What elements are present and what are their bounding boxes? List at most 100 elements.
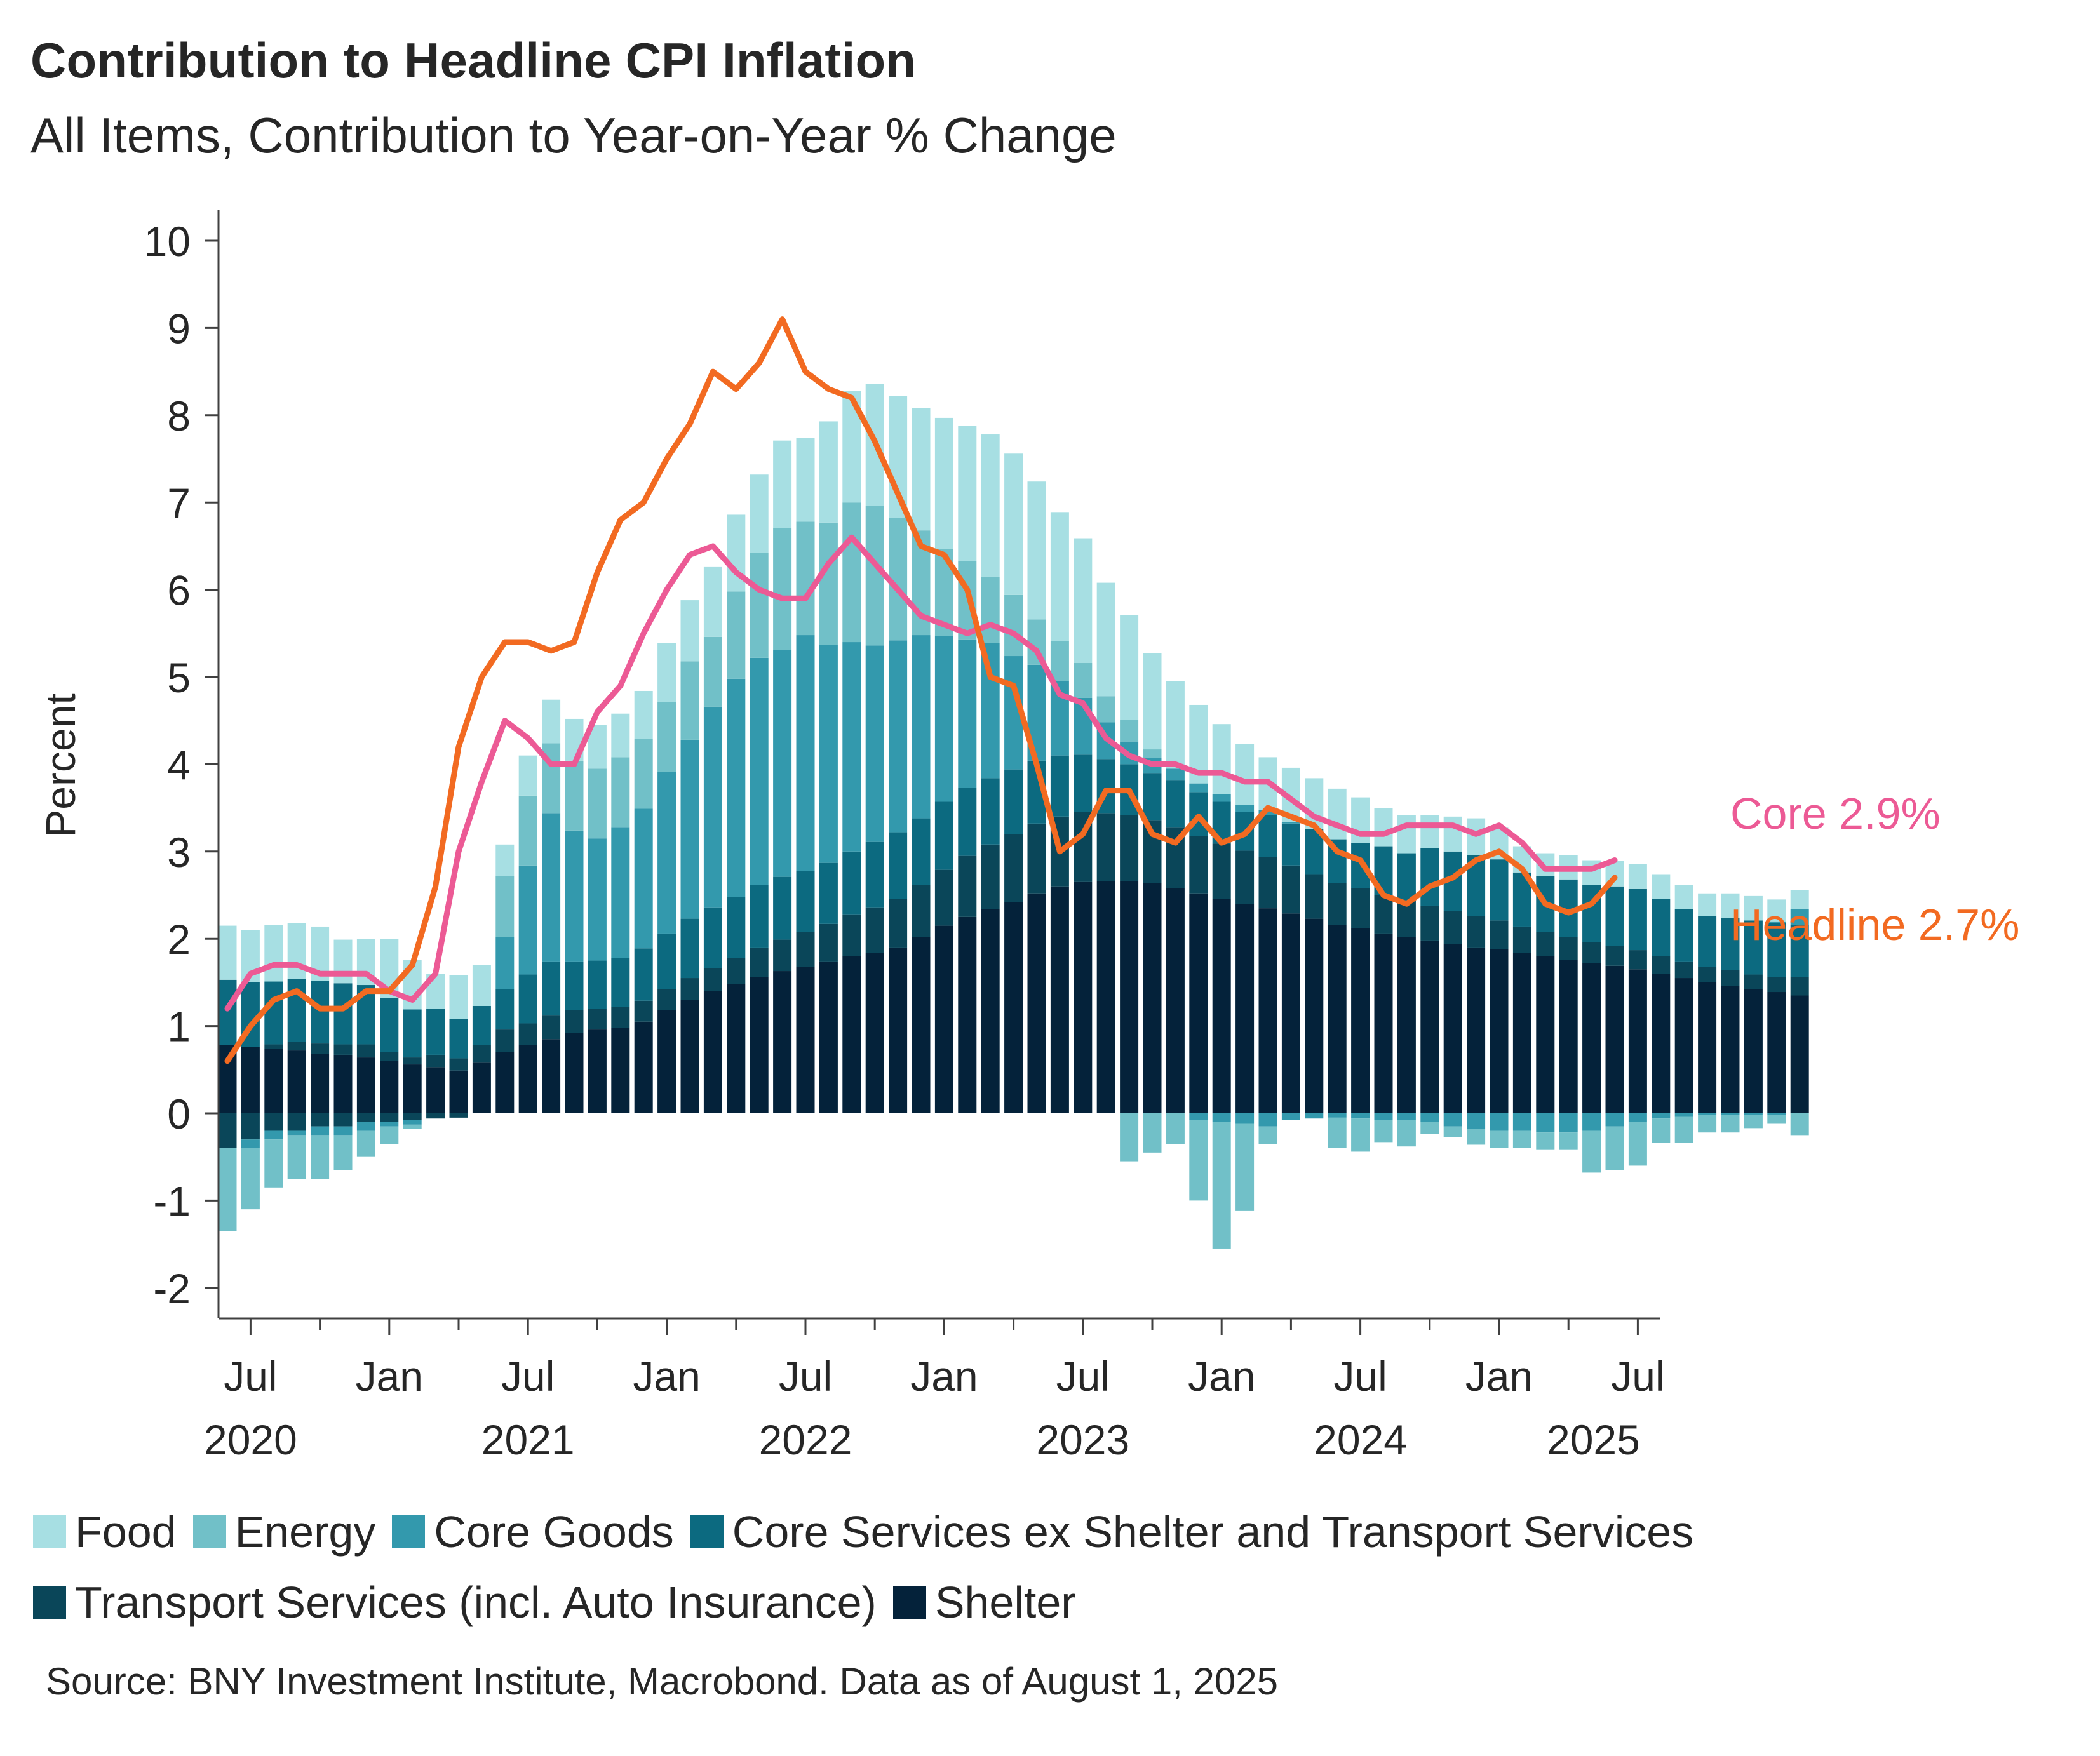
bar-transport-39: [1120, 815, 1139, 881]
bar-energy-19: [657, 702, 676, 772]
y-tick-label: 9: [167, 305, 191, 352]
bar-core_goods-23: [750, 657, 769, 885]
bar-shelter-56: [1512, 953, 1531, 1113]
bar-shelter-46: [1281, 913, 1300, 1113]
bar-core_goods-45: [1258, 809, 1277, 815]
bar-transport-neg-9: [426, 1113, 445, 1119]
bar-core_goods-neg-58: [1559, 1113, 1578, 1133]
bar-food-39: [1120, 615, 1139, 720]
bar-shelter-66: [1744, 989, 1763, 1113]
bar-transport-68: [1790, 977, 1809, 996]
bar-core_services-41: [1166, 780, 1185, 828]
bar-core_goods-neg-45: [1258, 1113, 1277, 1127]
bar-transport-65: [1721, 970, 1740, 986]
x-tick-label: Jan: [633, 1353, 700, 1400]
bar-core_goods-32: [958, 639, 977, 788]
bar-core_goods-31: [934, 636, 953, 802]
bar-shelter-15: [565, 1033, 584, 1113]
bar-core_goods-29: [889, 640, 908, 833]
x-tick-label: Jul: [1333, 1353, 1387, 1400]
bar-shelter-20: [680, 1000, 699, 1113]
bar-energy-neg-42: [1189, 1120, 1208, 1201]
x-tick-label: Jul: [224, 1353, 277, 1400]
bar-energy-24: [773, 528, 792, 650]
bar-core_services-62: [1652, 898, 1671, 956]
bar-core_services-68: [1790, 925, 1809, 977]
legend-swatch-core-services: [690, 1515, 724, 1548]
bar-core_goods-22: [727, 678, 746, 897]
legend-row-1: Food Energy Core Goods Core Services ex …: [33, 1506, 1710, 1557]
legend-label-core-services: Core Services ex Shelter and Transport S…: [732, 1507, 1694, 1557]
bar-core_services-66: [1744, 920, 1763, 975]
bar-energy-neg-8: [403, 1124, 422, 1129]
bar-core_services-36: [1050, 755, 1069, 817]
legend-label-energy: Energy: [234, 1507, 376, 1557]
bar-shelter-63: [1674, 978, 1693, 1113]
y-tick-label: 4: [167, 741, 191, 788]
bar-energy-neg-45: [1258, 1126, 1277, 1144]
bar-core_services-20: [680, 918, 699, 979]
bar-core_goods-28: [865, 645, 884, 842]
bar-food-34: [1004, 453, 1023, 595]
bar-core_goods-neg-7: [380, 1122, 399, 1127]
bar-core_services-16: [588, 960, 607, 1009]
bar-shelter-8: [403, 1064, 422, 1113]
bar-transport-57: [1536, 932, 1555, 956]
chart-title: Contribution to Headline CPI Inflation: [30, 32, 917, 88]
bar-transport-4: [311, 1043, 330, 1054]
core-line-label: Core 2.9%: [1730, 789, 1941, 838]
bar-core_goods-neg-49: [1351, 1113, 1370, 1119]
bar-energy-neg-65: [1721, 1115, 1740, 1133]
bar-core_services-22: [727, 897, 746, 958]
bar-shelter-40: [1143, 883, 1162, 1113]
legend-label-core-goods: Core Goods: [434, 1507, 674, 1557]
bar-core_goods-neg-59: [1582, 1113, 1601, 1131]
bar-core_goods-44: [1235, 805, 1255, 812]
bar-core_services-2: [264, 981, 283, 1045]
bar-food-64: [1698, 893, 1717, 916]
bar-food-35: [1027, 481, 1046, 620]
bar-food-0: [218, 925, 237, 980]
bar-transport-46: [1281, 865, 1300, 914]
y-tick-label: 1: [167, 1003, 191, 1050]
bar-shelter-55: [1490, 949, 1509, 1113]
bar-core_goods-68: [1790, 909, 1809, 925]
bar-shelter-27: [842, 956, 861, 1113]
bar-core_services-24: [773, 876, 792, 940]
bar-shelter-49: [1351, 928, 1370, 1113]
bar-shelter-17: [611, 1028, 630, 1113]
chart-subtitle: All Items, Contribution to Year-on-Year …: [30, 107, 1117, 163]
bar-food-62: [1652, 874, 1671, 899]
bar-energy-neg-3: [287, 1135, 306, 1179]
y-tick-label: 2: [167, 916, 191, 963]
bar-core_services-12: [495, 989, 515, 1030]
bar-core_services-0: [218, 979, 237, 1045]
x-tick-label: Jan: [1465, 1353, 1533, 1400]
bar-shelter-19: [657, 1010, 676, 1113]
bar-core_services-17: [611, 958, 630, 1007]
bar-food-20: [680, 600, 699, 662]
bar-energy-18: [634, 739, 653, 809]
bar-transport-6: [356, 1044, 375, 1058]
bar-shelter-24: [773, 971, 792, 1113]
bar-core_goods-18: [634, 808, 653, 949]
bar-energy-neg-44: [1235, 1123, 1255, 1211]
bar-transport-11: [472, 1045, 491, 1063]
bar-shelter-42: [1189, 893, 1208, 1113]
headline-line-label: Headline 2.7%: [1730, 900, 2019, 949]
bar-core_services-11: [472, 1005, 491, 1045]
bar-core_goods-neg-54: [1467, 1113, 1486, 1129]
bar-food-32: [958, 426, 977, 561]
bar-energy-15: [565, 760, 584, 831]
bar-core_services-51: [1397, 853, 1416, 901]
bar-core_goods-neg-61: [1628, 1113, 1647, 1122]
bar-transport-23: [750, 947, 769, 977]
bar-transport-48: [1328, 883, 1347, 925]
bar-food-37: [1074, 538, 1093, 664]
bar-shelter-68: [1790, 995, 1809, 1113]
bar-transport-63: [1674, 961, 1693, 979]
bar-food-2: [264, 925, 283, 982]
bar-shelter-30: [912, 937, 931, 1113]
bar-transport-43: [1212, 843, 1231, 899]
y-tick-label: 7: [167, 479, 191, 526]
